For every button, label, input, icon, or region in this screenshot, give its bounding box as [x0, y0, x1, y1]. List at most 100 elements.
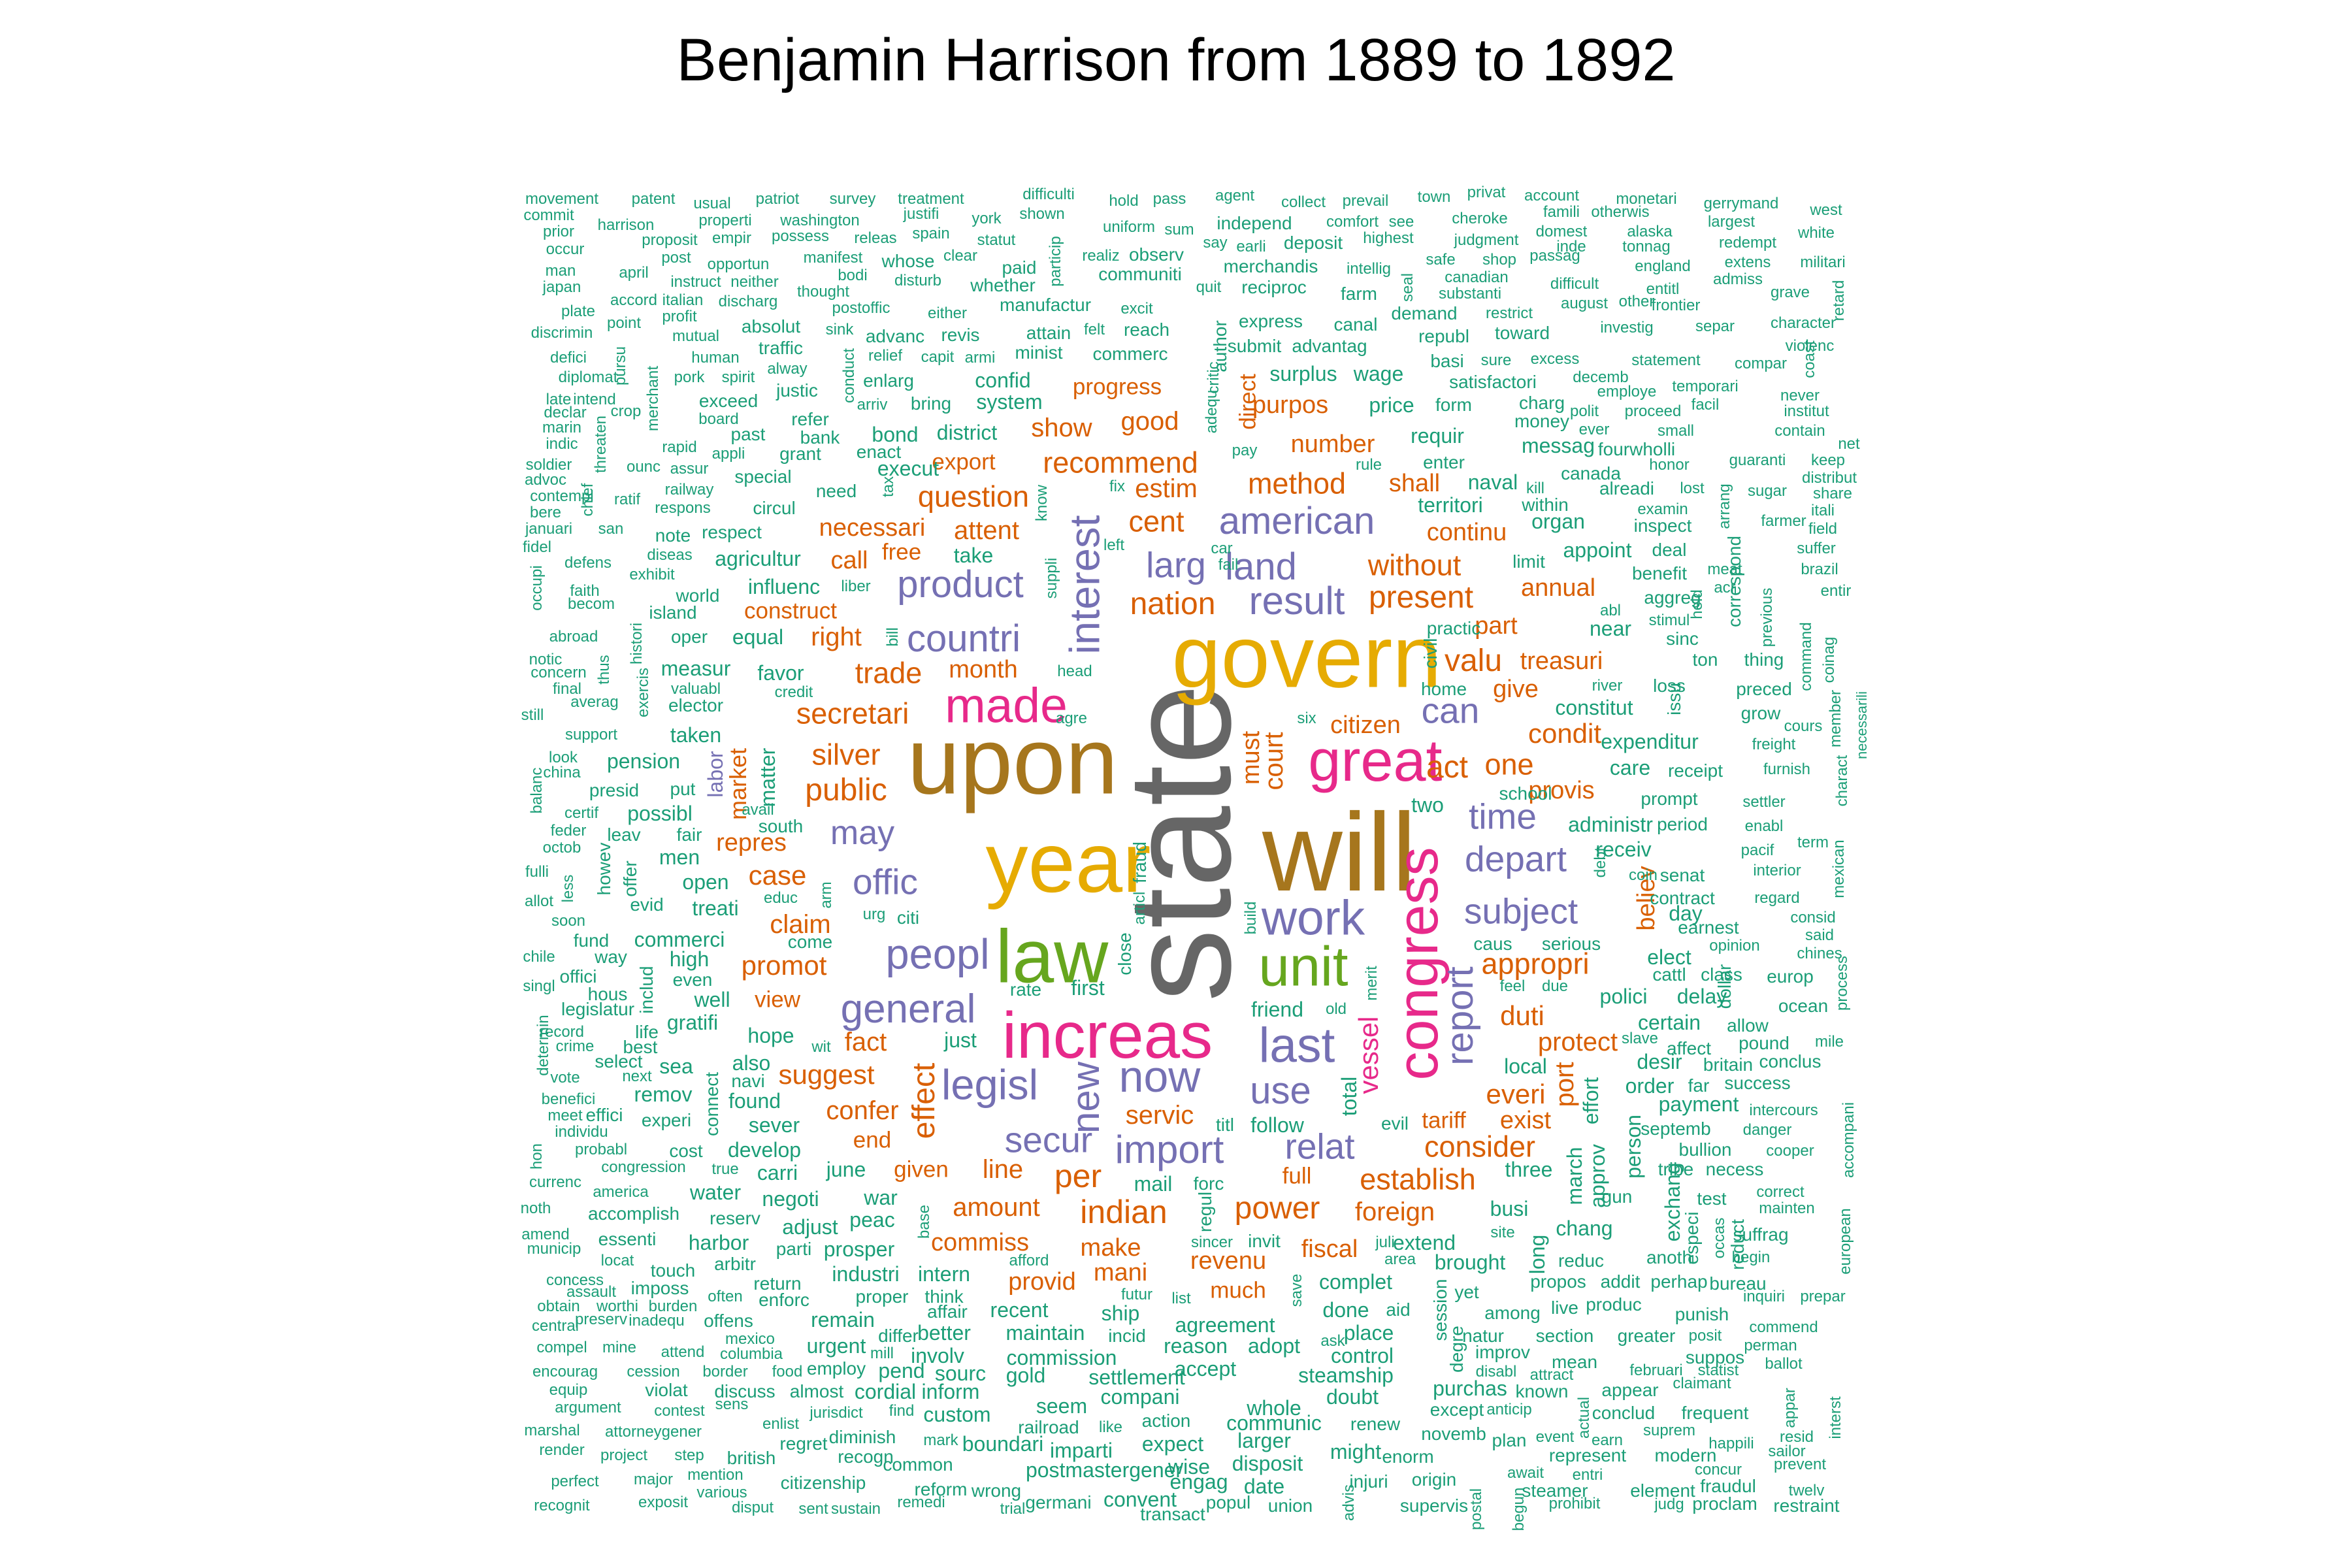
word-land: land [1225, 546, 1297, 588]
word-largest: largest [1707, 213, 1756, 231]
word-intellig: intellig [1346, 260, 1392, 278]
word-meat: meat [1707, 561, 1742, 578]
word-necess: necess [1705, 1159, 1764, 1179]
word-nation: nation [1130, 587, 1216, 621]
word-condit: condit [1527, 718, 1602, 749]
word-men: men [659, 845, 700, 869]
word-notic: notic [529, 651, 563, 668]
word-conclud: conclud [1592, 1403, 1656, 1423]
word-industri: industri [832, 1262, 900, 1286]
word-disposit: disposit [1232, 1452, 1303, 1475]
word-citi: citi [896, 907, 920, 928]
word-proper: proper [855, 1286, 909, 1307]
word-full: full [1282, 1163, 1312, 1189]
word-contempl: contempl [530, 487, 594, 505]
word-oper: oper [670, 627, 708, 647]
word-earn: earn [1591, 1431, 1624, 1449]
word-seal: seal [1399, 272, 1416, 302]
word-prompt: prompt [1641, 789, 1698, 809]
word-suppli: suppli [1043, 557, 1060, 599]
word-postmastergener: postmastergener [1025, 1458, 1183, 1482]
word-agent: agent [1215, 187, 1255, 204]
word-sink: sink [825, 321, 854, 338]
word-coast: coast [1801, 340, 1818, 378]
word-survey: survey [829, 190, 876, 208]
word-take: take [953, 544, 994, 567]
word-sincer: sincer [1190, 1233, 1233, 1251]
word-prevent: prevent [1773, 1456, 1827, 1473]
word-basi: basi [1430, 351, 1464, 371]
word-conduct: conduct [840, 348, 858, 404]
word-except: except [1429, 1399, 1484, 1420]
word-near: near [1589, 617, 1632, 640]
word-offici: offici [559, 966, 597, 987]
word-like: like [1098, 1418, 1123, 1436]
word-man: man [545, 262, 576, 280]
word-agricultur: agricultur [715, 547, 801, 570]
word-defici: defici [549, 349, 587, 367]
word-appropri: appropri [1481, 947, 1590, 981]
word-abl: abl [1599, 602, 1622, 619]
word-long: long [1526, 1234, 1549, 1275]
word-brought: brought [1434, 1250, 1506, 1274]
word-island: island [649, 602, 697, 623]
word-includ: includ [636, 966, 657, 1014]
word-receipt: receipt [1667, 760, 1723, 781]
word-titl: titl [1216, 1115, 1234, 1135]
word-loss: loss [1653, 676, 1686, 696]
word-relat: relat [1284, 1126, 1355, 1167]
word-local: local [1504, 1054, 1547, 1078]
word-neither: neither [730, 273, 779, 291]
word-diplomat: diplomat [558, 368, 618, 386]
word-fact: fact [844, 1028, 887, 1056]
word-event: event [1535, 1428, 1575, 1446]
word-share: share [1812, 485, 1853, 502]
word-also: also [732, 1051, 771, 1075]
word-armi: armi [964, 349, 996, 367]
word-convent: convent [1103, 1488, 1177, 1511]
word-far: far [1688, 1075, 1710, 1096]
word-bill: bill [884, 627, 902, 647]
word-among: among [1484, 1303, 1541, 1323]
word-pork: pork [674, 368, 705, 386]
word-honor: honor [1649, 456, 1690, 474]
word-restraint: restraint [1773, 1495, 1840, 1516]
word-realiz: realiz [1082, 247, 1120, 265]
word-often: often [708, 1288, 743, 1305]
word-day: day [1669, 902, 1703, 925]
word-adequ: adequ [1203, 389, 1220, 434]
word-opportun: opportun [707, 255, 770, 273]
word-mention: mention [687, 1466, 743, 1484]
word-see: see [1388, 213, 1414, 231]
word-list: list [1171, 1290, 1191, 1307]
word-wit: wit [811, 1038, 831, 1056]
word-enact: enact [856, 442, 902, 462]
word-expenditur: expenditur [1601, 730, 1699, 753]
word-amount: amount [953, 1193, 1040, 1222]
word-valu: valu [1444, 644, 1503, 678]
word-pension: pension [606, 749, 681, 773]
word-compani: compani [1100, 1385, 1180, 1409]
word-thought: thought [796, 283, 850, 301]
word-commerci: commerci [634, 928, 725, 951]
word-may: may [830, 814, 895, 852]
word-posit: posit [1688, 1327, 1722, 1345]
word-connect: connect [702, 1071, 722, 1137]
word-twelv: twelv [1788, 1482, 1825, 1499]
word-punish: punish [1674, 1304, 1729, 1324]
word-district: district [936, 421, 998, 444]
word-restrict: restrict [1486, 304, 1533, 322]
word-approv: approv [1586, 1144, 1609, 1208]
word-almost: almost [789, 1381, 844, 1401]
word-lost: lost [1680, 480, 1705, 497]
word-obtain: obtain [537, 1298, 580, 1315]
word-feel: feel [1499, 977, 1526, 995]
word-valuabl: valuabl [670, 680, 721, 698]
word-possess: possess [771, 227, 830, 245]
word-currenc: currenc [529, 1173, 582, 1191]
word-citizenship: citizenship [780, 1473, 866, 1493]
word-experi: experi [641, 1110, 692, 1130]
word-manifest: manifest [803, 249, 863, 267]
word-project: project [600, 1446, 648, 1464]
word-labor: labor [704, 751, 727, 798]
